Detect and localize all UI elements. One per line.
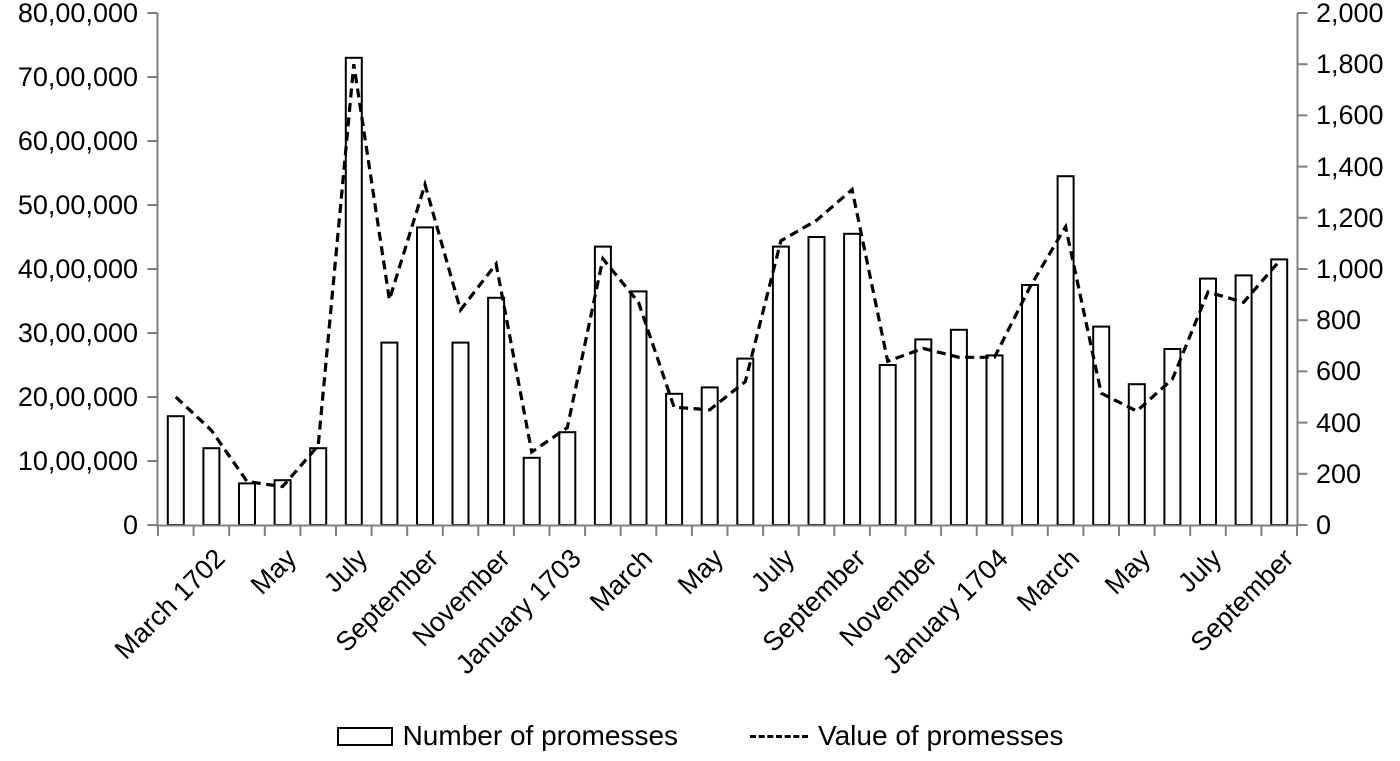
y-left-tick-label: 50,00,000 xyxy=(17,190,138,220)
y-left-tick-label: 40,00,000 xyxy=(17,254,138,284)
line-series-swatch xyxy=(750,734,809,738)
bar xyxy=(1021,284,1039,526)
y-left-tick-label: 20,00,000 xyxy=(17,382,138,412)
bar xyxy=(629,290,648,526)
bar xyxy=(665,392,684,526)
bar xyxy=(1234,274,1253,526)
bar xyxy=(238,482,256,526)
y-right-tick-label: 0 xyxy=(1316,510,1332,540)
y-left-tick-label: 10,00,000 xyxy=(17,446,138,476)
bar xyxy=(309,447,328,527)
y-right-tick-label: 1,000 xyxy=(1316,254,1384,284)
bar xyxy=(843,232,862,527)
y-left-tick-label: 0 xyxy=(122,510,138,540)
y-right-tick-label: 1,800 xyxy=(1316,49,1384,80)
bar xyxy=(771,245,790,526)
y-left-tick-label: 30,00,000 xyxy=(17,318,138,348)
y-right-tick-label: 200 xyxy=(1316,458,1362,489)
y-right-tick-label: 2,000 xyxy=(1316,0,1384,28)
bar xyxy=(1270,258,1289,526)
bar xyxy=(166,415,185,527)
bar xyxy=(1092,325,1111,526)
y-left-tick-label: 80,00,000 xyxy=(17,0,138,28)
bar xyxy=(985,354,1004,526)
y-left-tick-label: 60,00,000 xyxy=(17,126,138,156)
legend-label-number-of-promesses: Number of promesses xyxy=(402,720,679,751)
y-right-tick-label: 400 xyxy=(1316,407,1362,438)
bar xyxy=(344,56,363,527)
y-right-tick-label: 1,400 xyxy=(1316,151,1384,182)
value-line xyxy=(174,63,1281,489)
bar xyxy=(522,456,541,526)
bar xyxy=(416,226,434,526)
bar xyxy=(202,447,221,527)
bar xyxy=(1199,277,1217,526)
bar xyxy=(487,296,506,526)
bar xyxy=(914,338,933,526)
bar xyxy=(949,328,968,526)
y-right-tick-label: 1,200 xyxy=(1316,202,1384,233)
y-right-tick-label: 800 xyxy=(1316,305,1362,336)
bar xyxy=(380,341,399,526)
bar xyxy=(807,236,826,526)
bar xyxy=(558,431,577,527)
bar xyxy=(878,364,897,526)
y-right-tick-label: 1,600 xyxy=(1316,100,1384,131)
legend-label-value-of-promesses: Value of promesses xyxy=(818,720,1064,751)
bar xyxy=(451,341,470,526)
y-left-tick-label: 70,00,000 xyxy=(17,62,138,92)
bar-series-swatch xyxy=(336,726,393,746)
y-right-tick-label: 600 xyxy=(1316,356,1362,387)
legend-item-bars: Number of promesses xyxy=(336,720,679,752)
chart-legend: Number of promesses Value of promesses xyxy=(0,720,1400,752)
legend-item-line: Value of promesses xyxy=(750,720,1063,752)
